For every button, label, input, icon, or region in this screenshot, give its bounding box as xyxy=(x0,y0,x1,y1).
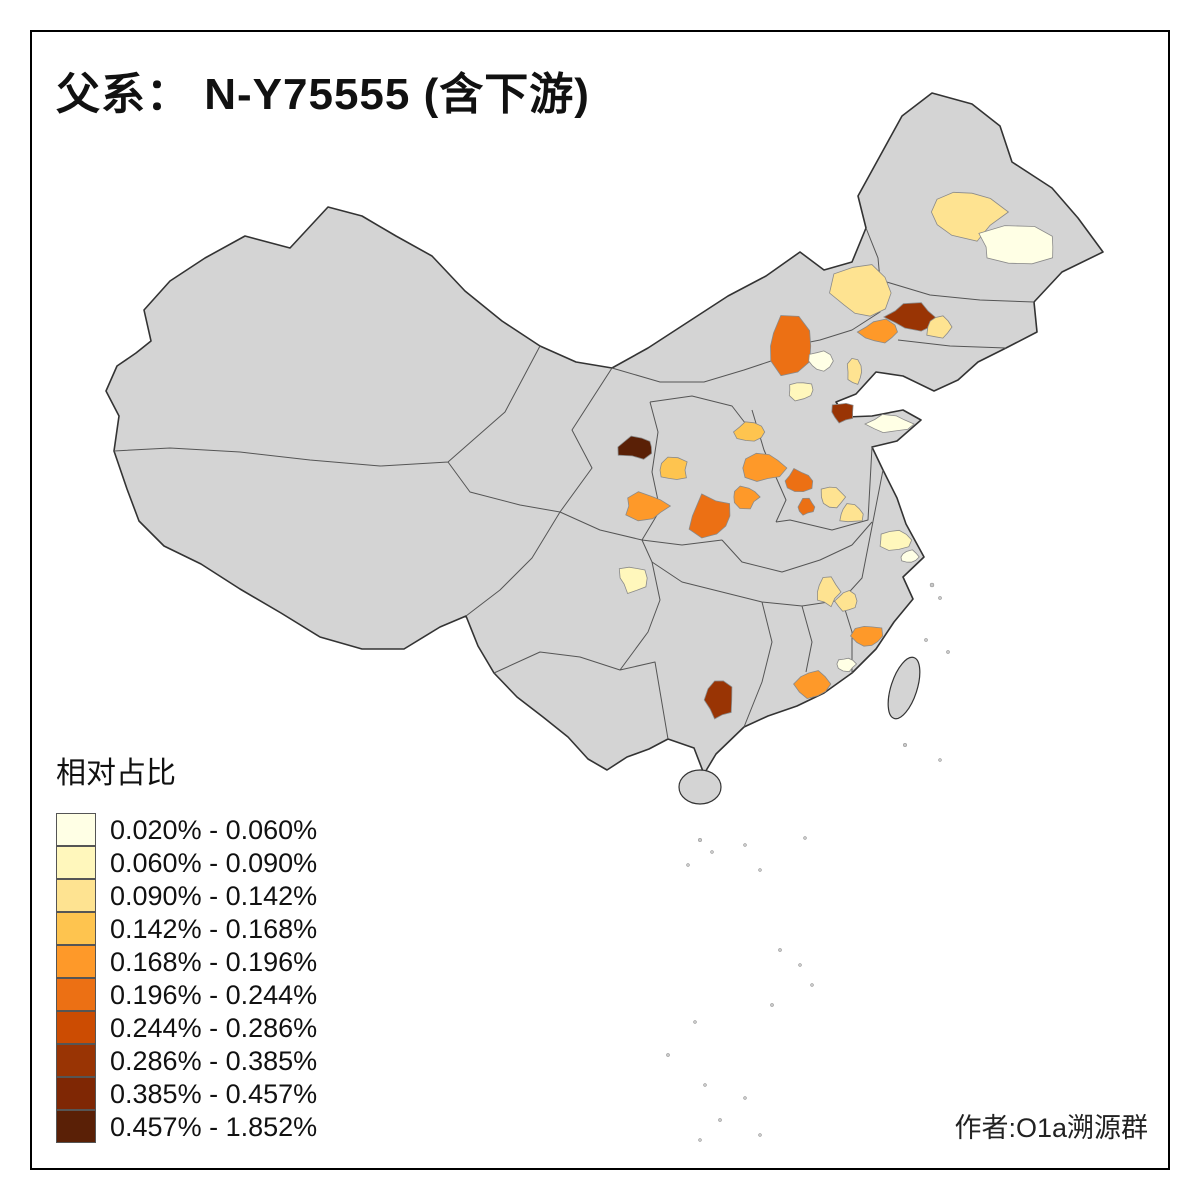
legend-row: 0.142% - 0.168% xyxy=(56,912,318,946)
highlighted-region xyxy=(864,413,915,434)
legend-swatch xyxy=(56,945,96,978)
legend-row: 0.244% - 0.286% xyxy=(56,1011,318,1045)
highlighted-region xyxy=(625,491,672,522)
legend-row: 0.060% - 0.090% xyxy=(56,846,318,880)
legend-row: 0.385% - 0.457% xyxy=(56,1077,318,1111)
highlighted-region xyxy=(617,435,653,460)
highlighted-regions-group xyxy=(617,191,1054,720)
highlighted-region xyxy=(836,657,858,673)
legend-label: 0.020% - 0.060% xyxy=(110,815,318,845)
highlighted-region xyxy=(788,382,814,402)
highlighted-region xyxy=(793,670,832,700)
legend-row: 0.090% - 0.142% xyxy=(56,879,318,913)
legend: 相对占比 0.020% - 0.060% 0.060% - 0.090% 0.090… xyxy=(56,748,317,1144)
legend-swatch xyxy=(56,912,96,945)
highlighted-region xyxy=(831,402,854,424)
highlighted-region xyxy=(742,452,788,482)
highlighted-region xyxy=(784,467,814,493)
legend-row: 0.168% - 0.196% xyxy=(56,945,318,979)
highlighted-region xyxy=(926,315,953,339)
highlighted-region xyxy=(688,493,731,539)
legend-label: 0.244% - 0.286% xyxy=(110,1013,318,1043)
legend-label: 0.090% - 0.142% xyxy=(110,881,318,911)
legend-row: 0.286% - 0.385% xyxy=(56,1044,318,1078)
highlighted-region xyxy=(808,350,834,372)
highlighted-region xyxy=(733,485,761,510)
legend-swatch xyxy=(56,1011,96,1044)
highlighted-region xyxy=(856,318,898,344)
islands-group xyxy=(678,656,921,805)
legend-rows: 0.020% - 0.060% 0.060% - 0.090% 0.090% - 0… xyxy=(56,813,318,1144)
highlighted-region xyxy=(732,421,766,442)
legend-row: 0.196% - 0.244% xyxy=(56,978,318,1012)
legend-label: 0.196% - 0.244% xyxy=(110,980,318,1010)
highlighted-region xyxy=(817,576,842,608)
legend-swatch xyxy=(56,1110,96,1143)
highlighted-region xyxy=(978,225,1054,265)
legend-swatch xyxy=(56,978,96,1011)
legend-swatch xyxy=(56,846,96,879)
legend-row: 0.020% - 0.060% xyxy=(56,813,318,847)
taiwan-island xyxy=(887,656,921,720)
highlighted-region xyxy=(820,486,847,509)
highlighted-region xyxy=(883,302,936,332)
legend-row: 0.457% - 1.852% xyxy=(56,1110,318,1144)
legend-label: 0.286% - 0.385% xyxy=(110,1046,318,1076)
highlighted-region xyxy=(770,315,812,377)
hainan-island xyxy=(678,769,722,805)
legend-label: 0.060% - 0.090% xyxy=(110,848,318,878)
legend-swatch xyxy=(56,879,96,912)
highlighted-region xyxy=(879,529,913,551)
highlighted-region xyxy=(839,503,864,523)
highlighted-region xyxy=(829,264,892,317)
highlighted-region xyxy=(618,566,648,595)
highlighted-region xyxy=(703,680,733,720)
legend-label: 0.385% - 0.457% xyxy=(110,1079,318,1109)
legend-swatch xyxy=(56,1077,96,1110)
highlighted-region xyxy=(846,357,863,385)
highlighted-region xyxy=(797,497,816,516)
legend-label: 0.457% - 1.852% xyxy=(110,1112,318,1142)
sea-islands xyxy=(666,582,950,1142)
legend-label: 0.168% - 0.196% xyxy=(110,947,318,977)
map-title: 父系： N-Y75555 (含下游) xyxy=(56,70,590,119)
highlighted-region xyxy=(834,590,858,612)
legend-swatch xyxy=(56,813,96,846)
highlighted-region xyxy=(659,456,688,480)
legend-swatch xyxy=(56,1044,96,1077)
legend-label: 0.142% - 0.168% xyxy=(110,914,318,944)
highlighted-region xyxy=(849,625,884,647)
legend-title: 相对占比 xyxy=(56,757,176,790)
credit-text: 作者:O1a溯源群 xyxy=(954,1113,1148,1143)
highlighted-region xyxy=(900,549,920,563)
